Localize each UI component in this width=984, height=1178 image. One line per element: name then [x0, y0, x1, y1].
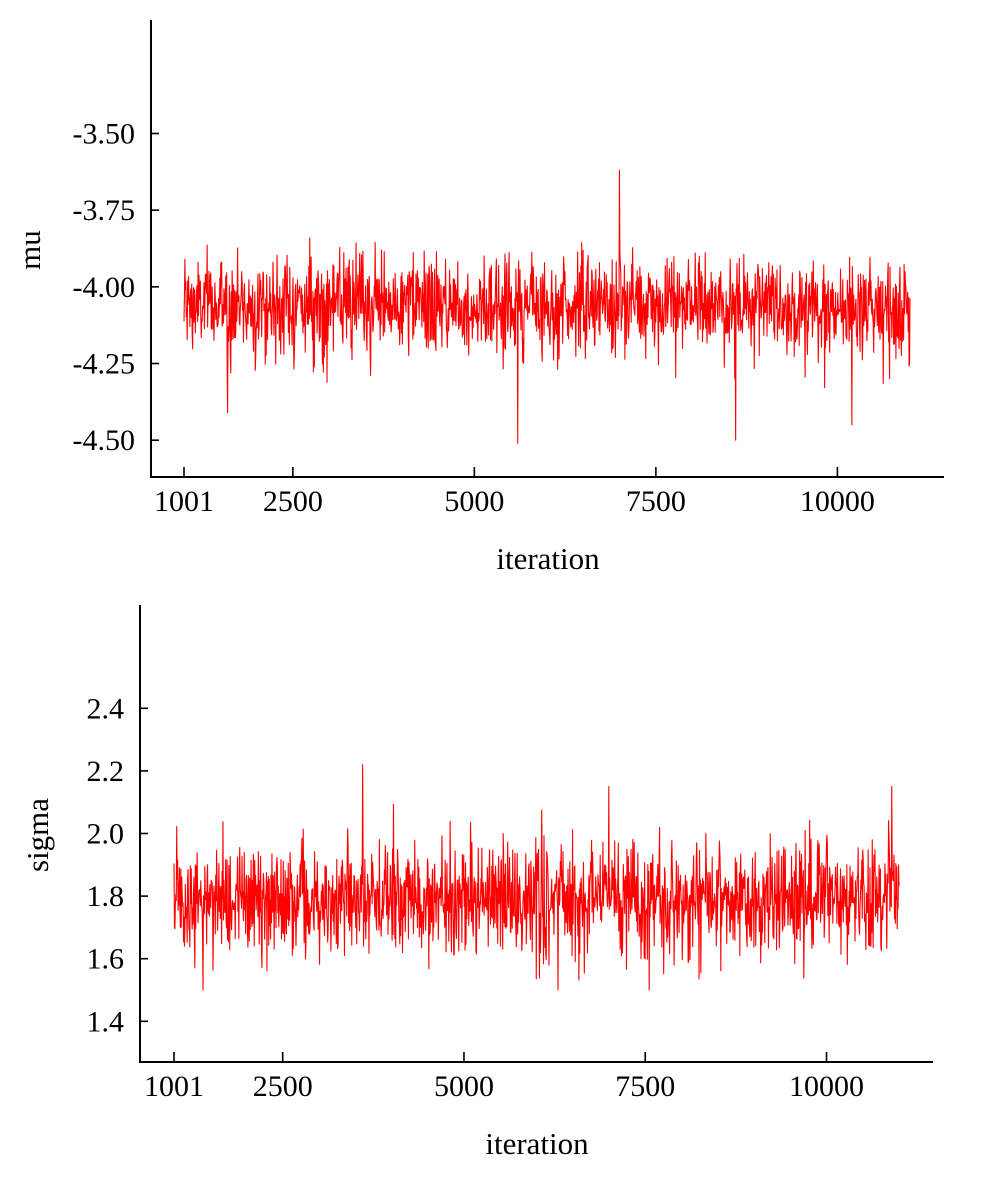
y-tick-label: 2.0	[87, 818, 125, 851]
sigma-trace-line	[173, 764, 900, 991]
mu-y-axis-label: mu	[12, 230, 47, 270]
mu-trace-panel: -3.50 -3.75 -4.00 -4.25 -4.50 1001 2500 5000 75…	[12, 20, 944, 576]
y-tick-label: 2.2	[87, 755, 125, 788]
x-tick-label: 5000	[444, 485, 504, 518]
x-tick-label: 2500	[263, 485, 323, 518]
sigma-y-ticks: 2.4 2.2 2.0 1.8 1.6 1.4	[87, 692, 148, 1038]
mu-axis-lines	[150, 20, 944, 478]
y-tick-label: -4.00	[73, 271, 136, 304]
mu-x-ticks: 1001 2500 5000 7500 10000	[154, 467, 875, 518]
x-tick-label: 2500	[253, 1070, 313, 1103]
x-tick-label: 10000	[789, 1070, 864, 1103]
mu-y-ticks: -3.50 -3.75 -4.00 -4.25 -4.50	[73, 117, 159, 457]
x-tick-label: 10000	[800, 485, 875, 518]
y-tick-label: 1.4	[87, 1005, 125, 1038]
x-tick-label: 7500	[626, 485, 686, 518]
y-tick-label: 2.4	[87, 692, 125, 725]
y-tick-label: 1.8	[87, 880, 125, 913]
y-tick-label: -3.50	[73, 117, 136, 150]
y-tick-label: -3.75	[73, 194, 136, 227]
sigma-y-axis-label: sigma	[20, 798, 55, 872]
y-tick-label: -4.50	[73, 424, 136, 457]
sigma-axis-lines	[139, 605, 933, 1063]
x-tick-label: 5000	[434, 1070, 494, 1103]
x-tick-label: 1001	[154, 485, 214, 518]
sigma-x-ticks: 1001 2500 5000 7500 10000	[144, 1052, 864, 1103]
y-tick-label: 1.6	[87, 943, 125, 976]
sigma-x-axis-label: iteration	[485, 1126, 589, 1161]
x-tick-label: 1001	[144, 1070, 204, 1103]
x-tick-label: 7500	[615, 1070, 675, 1103]
mu-trace-line	[183, 169, 911, 444]
y-tick-label: -4.25	[73, 348, 136, 381]
sigma-trace-panel: 2.4 2.2 2.0 1.8 1.6 1.4 1001 2500 5000 7500 10000…	[20, 605, 933, 1161]
mu-x-axis-label: iteration	[496, 541, 600, 576]
